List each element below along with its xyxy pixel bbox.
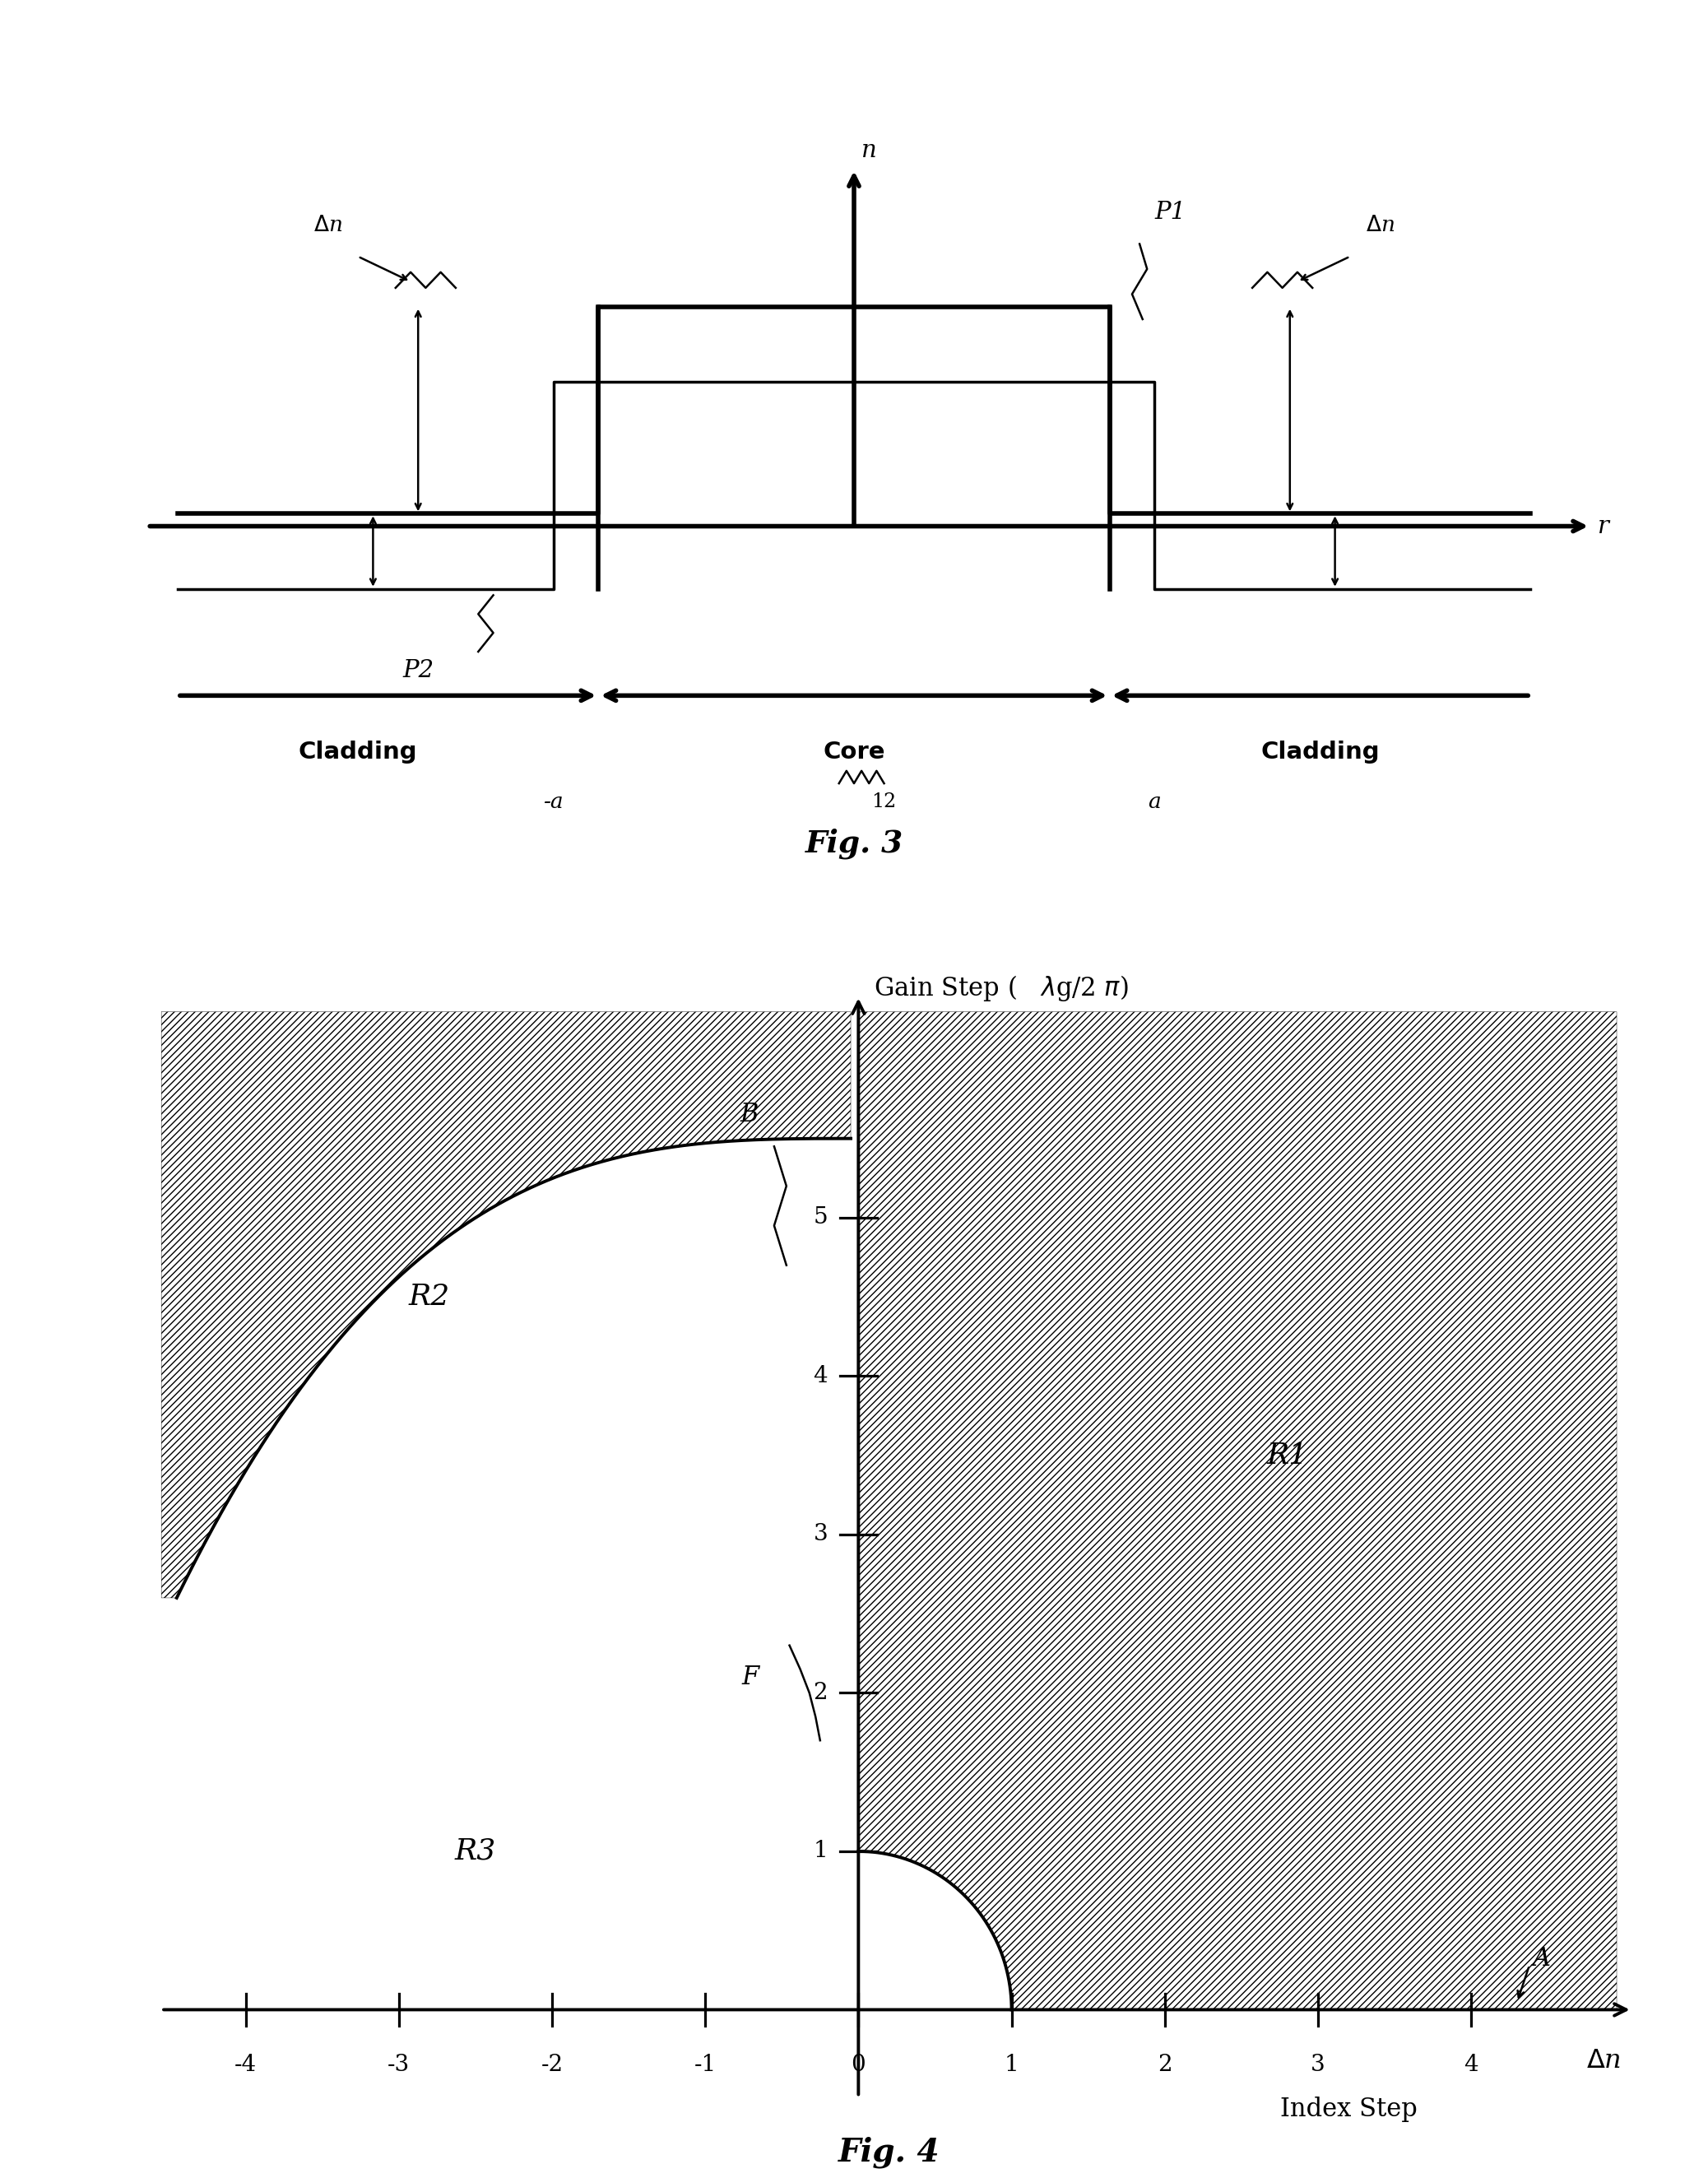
Text: Gain Step (   $\lambda$g/2 $\pi$): Gain Step ( $\lambda$g/2 $\pi$): [874, 974, 1129, 1002]
Text: 5: 5: [813, 1207, 828, 1228]
Text: n: n: [861, 139, 876, 163]
Text: A: A: [1532, 1947, 1551, 1971]
Text: $\Delta$n: $\Delta$n: [314, 216, 342, 235]
Text: a: a: [1148, 793, 1161, 812]
Text: 0: 0: [851, 2054, 866, 2076]
Text: 12: 12: [871, 793, 897, 812]
Text: P2: P2: [403, 660, 434, 682]
Text: Cladding: Cladding: [1261, 741, 1380, 764]
Text: Fig. 3: Fig. 3: [804, 828, 904, 858]
Text: R1: R1: [1267, 1442, 1308, 1470]
Text: -2: -2: [541, 2054, 564, 2076]
Text: 3: 3: [1310, 2054, 1325, 2076]
Text: -a: -a: [543, 793, 564, 812]
Text: 4: 4: [1464, 2054, 1479, 2076]
Text: 2: 2: [813, 1681, 828, 1703]
Text: -3: -3: [388, 2054, 410, 2076]
Text: R3: R3: [454, 1838, 495, 1864]
Text: 4: 4: [813, 1366, 828, 1387]
Text: Index Step: Index Step: [1279, 2097, 1418, 2121]
Text: P1: P1: [1155, 200, 1185, 224]
Text: B: B: [741, 1102, 758, 1128]
Text: 1: 1: [813, 1840, 828, 1862]
Text: F: F: [741, 1664, 758, 1690]
Text: -1: -1: [693, 2054, 716, 2076]
Text: $\Delta$n: $\Delta$n: [1587, 2047, 1621, 2073]
Text: R2: R2: [408, 1283, 451, 1311]
Text: Core: Core: [823, 741, 885, 764]
Text: 1: 1: [1004, 2054, 1020, 2076]
Text: $\Delta$n: $\Delta$n: [1366, 216, 1394, 235]
Text: r: r: [1599, 514, 1609, 538]
Text: -4: -4: [234, 2054, 256, 2076]
Text: 3: 3: [813, 1522, 828, 1546]
Text: Fig. 4: Fig. 4: [839, 2137, 939, 2167]
Text: 2: 2: [1158, 2054, 1172, 2076]
Text: Cladding: Cladding: [299, 741, 417, 764]
